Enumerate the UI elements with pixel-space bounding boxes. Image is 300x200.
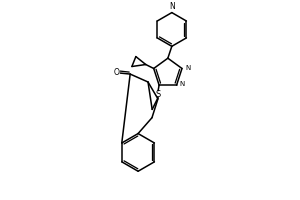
- Text: N: N: [180, 81, 185, 87]
- Text: S: S: [155, 90, 161, 99]
- Text: N: N: [185, 65, 190, 71]
- Text: N: N: [169, 2, 175, 11]
- Text: O: O: [113, 68, 119, 77]
